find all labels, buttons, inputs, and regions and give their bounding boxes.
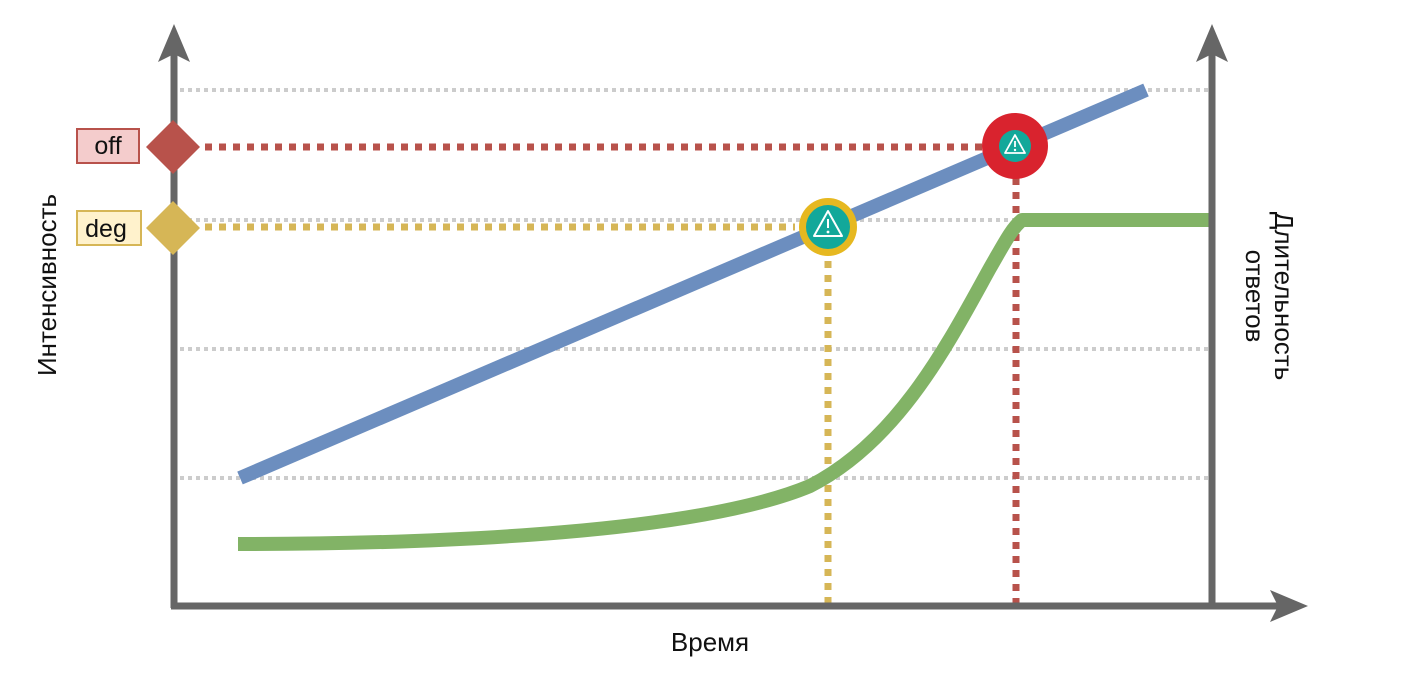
warning-icon: [813, 210, 843, 237]
off-threshold-diamond: [146, 120, 200, 174]
deg-threshold-label: deg: [85, 215, 127, 243]
y-axis-right-label-line1: Длительность: [1269, 212, 1299, 381]
deg-threshold-guides: [205, 223, 832, 606]
warning-icon: [1004, 134, 1026, 154]
y-axis-left-label: Интенсивность: [32, 194, 62, 376]
deg-threshold-label-box: deg: [76, 210, 142, 246]
y-axis-right-label-line2: ответов: [1240, 250, 1270, 343]
axis-arrowheads: [158, 24, 1308, 622]
off-alert-marker: [982, 113, 1048, 179]
y-axis-right-arrowhead: [1196, 24, 1228, 62]
response-time-series-line: [237, 213, 1210, 551]
axes: [170, 50, 1285, 610]
off-threshold-label: off: [94, 132, 121, 160]
off-threshold-guides: [205, 143, 1020, 606]
y-axis-right-label: Длительность ответов: [1240, 212, 1299, 381]
x-axis-label: Время: [671, 627, 749, 657]
deg-threshold-diamond: [146, 201, 200, 255]
y-axis-left-arrowhead: [158, 24, 190, 62]
off-threshold-label-box: off: [76, 128, 140, 164]
degradation-alert-marker: [799, 198, 857, 256]
x-axis-arrowhead: [1270, 590, 1308, 622]
